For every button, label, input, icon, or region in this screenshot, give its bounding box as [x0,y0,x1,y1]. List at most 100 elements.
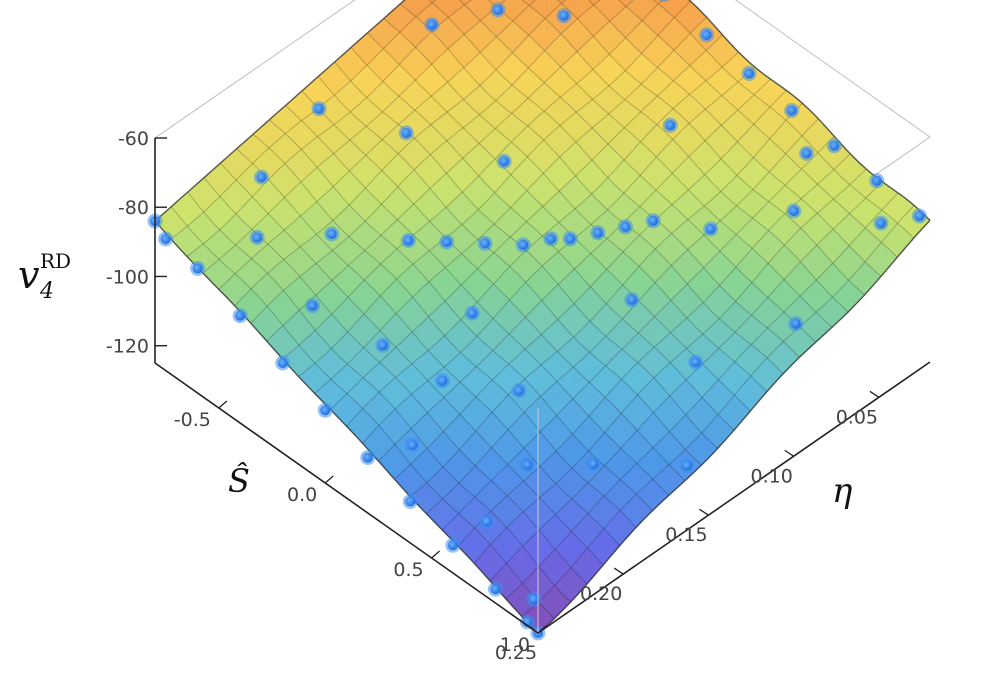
data-point [360,450,376,466]
data-point-core [522,460,533,470]
mesh-line-s [218,0,536,290]
mesh-line-eta [317,76,702,466]
mesh-line-eta [428,0,800,358]
data-point [402,494,418,509]
mesh-line-s [537,219,931,635]
x-tick-label: -0.5 [174,409,211,431]
mesh-line-s [282,0,663,360]
mesh-line-s [378,78,771,462]
mesh-line-s [346,51,739,427]
data-point [562,231,578,247]
data-point [490,2,506,18]
z-axis-title-sub: 4 [39,279,54,304]
x-tick: -0.5 [174,400,228,431]
data-point [788,316,804,332]
data-point-core [256,172,267,183]
data-point-core [490,584,501,595]
data-point-core [447,540,458,551]
z-tick: -60 [118,128,167,150]
data-point-core [690,357,701,368]
mesh-line-s [154,0,406,222]
data-point [479,514,495,530]
data-point-core [437,375,448,386]
data-point [703,221,719,237]
mesh-line-s [266,0,634,342]
mesh-line-s [505,192,899,600]
z-tick-label: -100 [106,266,149,288]
y-tick-mark [528,626,539,634]
data-point-core [518,239,529,250]
mesh-line-eta [170,206,555,619]
data-point-core [320,405,331,416]
y-tick: 0.05 [836,390,880,428]
data-point [190,260,206,276]
data-point-core [565,233,576,244]
y-tick-label: 0.05 [836,406,878,428]
x-tick-label: 0.5 [393,559,423,581]
x-tick-label: 1.0 [500,634,530,656]
data-point [375,337,391,353]
surface-mesh [154,0,931,635]
data-point-core [558,10,569,21]
x-tick-mark [537,625,547,634]
mesh-line-eta [220,162,604,566]
mesh-line-eta [383,18,767,393]
y-axis-line [537,361,931,634]
data-point [618,219,633,235]
y-tick-label: 0.20 [580,583,622,605]
z-axis-ticks: -60 -80 -100 -120 [106,128,167,358]
y-tick-label: 0.15 [665,524,707,546]
y-tick-mark [699,508,709,516]
data-point [232,308,248,324]
data-point-core [252,232,263,243]
y-tick: 0.10 [750,449,795,487]
data-point-core [665,120,676,131]
z-axis-title-sup: RD [40,249,71,273]
mesh-line-eta [285,105,669,496]
mesh-line-eta [203,177,588,585]
x-tick: 0.5 [393,550,441,581]
x-tick-mark [218,400,228,409]
data-point-core [405,496,416,507]
data-point-core [514,385,524,396]
data-point-core [871,175,882,186]
z-tick-label: -80 [118,197,149,219]
mesh-line-s [457,153,851,547]
y-tick: 0.25 [495,626,539,664]
data-point-core [307,300,318,311]
mesh-line-s [298,0,691,377]
data-point-core [648,215,659,226]
data-point [869,173,885,189]
data-point [741,66,757,81]
data-point [699,27,715,43]
data-point [439,234,455,250]
data-point-core [467,308,478,319]
mesh-line-s [234,0,567,307]
z-axis-title: v [18,253,40,297]
surface-gridlines [154,0,931,635]
data-point-core [192,263,203,274]
data-point [434,373,450,389]
data-point [324,226,340,242]
data-point-core [407,440,418,450]
data-point-core [362,452,373,463]
data-point [477,235,493,251]
data-point-core [744,68,755,79]
x-tick: 0.0 [287,475,334,506]
mesh-line-eta [236,148,620,546]
x-tick: 1.0 [500,625,547,656]
data-point [496,153,512,169]
data-point-core [235,310,246,321]
data-point-core [876,218,886,229]
mesh-line-eta [618,0,898,258]
data-point-core [546,233,556,244]
data-point [424,17,440,33]
data-point [487,581,503,597]
data-point-core [403,235,414,246]
mesh-line-eta [301,90,686,481]
data-point [275,355,291,371]
y-tick-label: 0.10 [750,465,792,487]
data-point [799,145,815,161]
data-point [158,231,174,247]
mesh-line-s [394,90,787,480]
